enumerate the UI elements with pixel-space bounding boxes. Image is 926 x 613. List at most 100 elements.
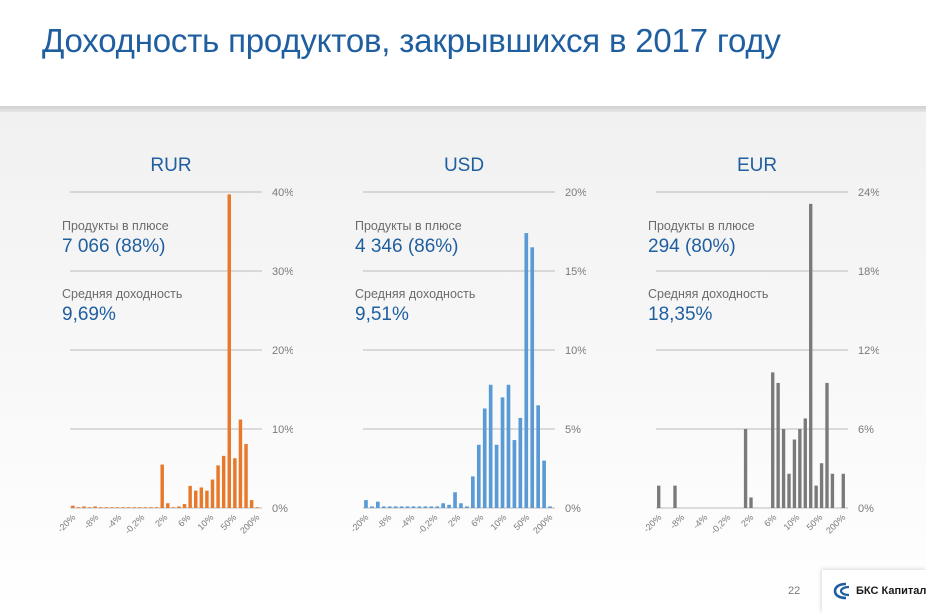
histogram-bar xyxy=(814,485,818,508)
histogram-bar xyxy=(393,506,398,508)
logo-icon xyxy=(833,582,850,600)
histogram-bar xyxy=(255,507,259,508)
histogram-bar xyxy=(809,203,813,508)
x-tick-label: -20% xyxy=(641,512,663,534)
histogram-bar xyxy=(417,506,422,508)
histogram-chart-usd: 0%5%10%15%20%-20% -8% -4% -0,2% 2% 6% 10% 50% 20… xyxy=(348,187,586,536)
histogram-bar xyxy=(830,473,835,508)
x-tick-label: -0,2% xyxy=(416,512,440,536)
histogram-bar xyxy=(518,417,523,508)
histogram-bar xyxy=(476,444,481,508)
y-tick-label: 24% xyxy=(858,187,879,199)
y-tick-label: 6% xyxy=(858,424,874,436)
histogram-bar xyxy=(494,444,499,508)
histogram-bar xyxy=(210,479,215,508)
histogram-bar xyxy=(233,458,237,508)
histogram-bar xyxy=(771,372,775,508)
x-tick-label: -8% xyxy=(375,512,393,530)
x-tick-label: -4% xyxy=(105,512,123,530)
x-tick-label: 10% xyxy=(489,512,509,532)
histogram-bar xyxy=(435,506,440,508)
x-tick-label: -0,2% xyxy=(709,512,733,536)
histogram-bar xyxy=(423,506,428,508)
positive-products-value: 7 066 (88%) xyxy=(62,236,166,257)
x-tick-label: -0,2% xyxy=(123,512,147,536)
y-tick-label: 20% xyxy=(272,345,293,357)
x-tick-label: 6% xyxy=(176,512,192,528)
histogram-bar xyxy=(126,507,131,508)
company-logo: БКС Капитал xyxy=(822,570,926,613)
histogram-bar xyxy=(500,397,505,508)
histogram-bar xyxy=(387,506,392,508)
histogram-bar xyxy=(121,507,125,508)
histogram-chart-rur: 0%10%20%30%40%-20% -8% -4% -0,2% 2% 6% 10% 50% 2… xyxy=(55,187,293,536)
x-tick-label: -20% xyxy=(348,512,370,534)
histogram-bar xyxy=(776,382,780,508)
histogram-bar xyxy=(749,497,753,508)
x-tick-label: 6% xyxy=(469,512,485,528)
y-tick-label: 5% xyxy=(565,424,581,436)
x-tick-label: 10% xyxy=(196,512,216,532)
histogram-bar xyxy=(841,473,845,508)
histogram-bar xyxy=(104,507,109,508)
histogram-bar xyxy=(482,408,487,508)
page-number: 22 xyxy=(788,585,801,597)
histogram-bar xyxy=(216,465,220,508)
histogram-bar xyxy=(743,429,748,508)
histogram-bar xyxy=(71,505,75,508)
panel-usd: USD Продукты в плюсе 4 346 (86%) Средняя… xyxy=(293,112,586,552)
y-tick-label: 0% xyxy=(565,503,581,515)
logo-text: БКС Капитал xyxy=(856,585,926,597)
histogram-bar xyxy=(465,506,469,508)
histogram-bar xyxy=(798,429,802,508)
histogram-bar xyxy=(803,418,807,508)
histogram-bar xyxy=(227,194,231,508)
histogram-bar xyxy=(792,439,797,508)
x-tick-label: 2% xyxy=(153,512,169,528)
x-tick-label: 10% xyxy=(782,512,802,532)
avg-return-value: 18,35% xyxy=(648,304,713,325)
histogram-bar xyxy=(542,460,546,508)
panel-eur: EUR Продукты в плюсе 294 (80%) Средняя д… xyxy=(586,112,879,552)
histogram-chart-eur: 0%6%12%18%24%-20% -8% -4% -0,2% 2% 6% 10% 50% 20… xyxy=(641,187,879,536)
histogram-bar xyxy=(381,506,386,508)
x-tick-label: 200% xyxy=(238,512,261,535)
histogram-bar xyxy=(99,507,103,508)
y-tick-label: 15% xyxy=(565,266,586,278)
histogram-bar xyxy=(781,429,786,508)
avg-return-value: 9,69% xyxy=(62,304,116,325)
histogram-bar xyxy=(87,507,92,508)
histogram-bar xyxy=(488,384,493,508)
page-title: Доходность продуктов, закрывшихся в 2017… xyxy=(42,22,781,59)
histogram-bar xyxy=(166,503,170,508)
histogram-bar xyxy=(405,506,410,508)
histogram-bar xyxy=(411,506,416,508)
histogram-bar xyxy=(453,492,457,508)
avg-return-label: Средняя доходность xyxy=(648,287,769,301)
histogram-bar xyxy=(399,506,404,508)
histogram-bar xyxy=(182,504,187,508)
x-tick-label: -8% xyxy=(668,512,686,530)
y-tick-label: 18% xyxy=(858,266,879,278)
positive-products-label: Продукты в плюсе xyxy=(62,219,169,233)
panel-title: RUR xyxy=(150,155,192,176)
histogram-bar xyxy=(188,485,192,508)
positive-products-label: Продукты в плюсе xyxy=(648,219,755,233)
histogram-bar xyxy=(471,476,475,508)
histogram-bar xyxy=(238,419,243,508)
histogram-bar xyxy=(819,463,824,508)
y-tick-label: 12% xyxy=(858,345,879,357)
x-tick-label: 2% xyxy=(739,512,755,528)
avg-return-label: Средняя доходность xyxy=(62,287,183,301)
histogram-bar xyxy=(524,233,529,508)
histogram-bar xyxy=(673,485,677,508)
x-tick-label: -4% xyxy=(398,512,416,530)
histogram-bar xyxy=(149,507,153,508)
avg-return-value: 9,51% xyxy=(355,304,409,325)
histogram-bar xyxy=(376,501,380,508)
histogram-bar xyxy=(160,464,164,508)
histogram-bar xyxy=(787,473,791,508)
x-tick-label: 6% xyxy=(762,512,778,528)
histogram-bar xyxy=(441,503,445,508)
x-tick-label: -20% xyxy=(55,512,77,534)
